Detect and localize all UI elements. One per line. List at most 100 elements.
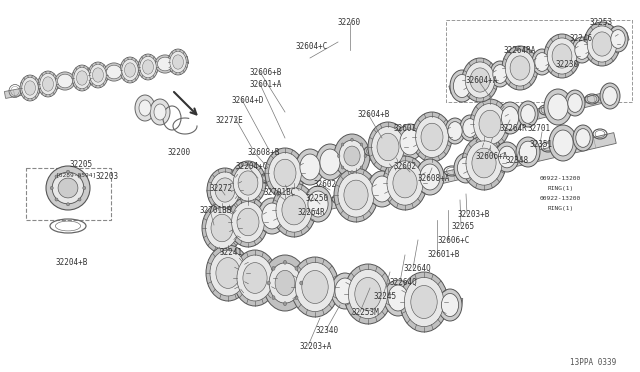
Ellipse shape: [510, 56, 530, 80]
Ellipse shape: [368, 122, 408, 172]
Ellipse shape: [238, 171, 258, 195]
Ellipse shape: [553, 130, 573, 156]
Text: 32272E: 32272E: [215, 116, 243, 125]
Ellipse shape: [243, 263, 267, 294]
Polygon shape: [217, 264, 463, 310]
Ellipse shape: [67, 170, 70, 173]
Text: 32245: 32245: [373, 292, 396, 301]
Ellipse shape: [548, 94, 568, 120]
Ellipse shape: [274, 159, 296, 187]
Ellipse shape: [93, 68, 104, 82]
Ellipse shape: [295, 262, 335, 312]
Ellipse shape: [584, 22, 620, 66]
Text: 32264Q: 32264Q: [403, 264, 431, 273]
Ellipse shape: [55, 175, 58, 178]
Ellipse shape: [520, 141, 536, 163]
Ellipse shape: [490, 61, 510, 87]
Ellipse shape: [338, 173, 374, 217]
Ellipse shape: [400, 129, 420, 155]
Ellipse shape: [611, 30, 625, 48]
Ellipse shape: [404, 278, 444, 327]
Ellipse shape: [74, 67, 90, 89]
Ellipse shape: [334, 168, 378, 222]
Ellipse shape: [78, 175, 81, 178]
Ellipse shape: [210, 250, 246, 296]
Ellipse shape: [233, 165, 263, 201]
Ellipse shape: [450, 70, 474, 102]
Ellipse shape: [576, 129, 590, 147]
Ellipse shape: [341, 143, 344, 146]
Ellipse shape: [291, 257, 339, 317]
Ellipse shape: [135, 95, 155, 121]
Text: 32265: 32265: [451, 222, 474, 231]
Ellipse shape: [72, 65, 92, 91]
Text: RING(1): RING(1): [548, 186, 574, 191]
Ellipse shape: [493, 65, 508, 83]
Ellipse shape: [22, 77, 38, 99]
Ellipse shape: [120, 57, 140, 83]
Text: 32253: 32253: [590, 18, 613, 27]
Text: 32204+B: 32204+B: [56, 258, 88, 267]
Text: 32230: 32230: [556, 60, 579, 69]
Ellipse shape: [139, 100, 151, 116]
Ellipse shape: [420, 164, 440, 190]
Ellipse shape: [67, 203, 70, 206]
Text: 32253M: 32253M: [351, 308, 379, 317]
Ellipse shape: [592, 32, 612, 56]
Ellipse shape: [216, 257, 240, 288]
Text: 32606+C: 32606+C: [438, 236, 470, 245]
Text: 13PPA 0339: 13PPA 0339: [570, 358, 616, 367]
Ellipse shape: [170, 51, 186, 73]
Ellipse shape: [565, 90, 585, 116]
Ellipse shape: [344, 180, 368, 210]
Ellipse shape: [20, 75, 40, 101]
Text: 32340: 32340: [316, 326, 339, 335]
Ellipse shape: [575, 41, 589, 60]
Text: 32351: 32351: [529, 140, 552, 149]
Ellipse shape: [58, 74, 72, 88]
Ellipse shape: [143, 60, 154, 74]
Text: 32604+D: 32604+D: [232, 96, 264, 105]
Text: 32203+A: 32203+A: [299, 342, 332, 351]
Ellipse shape: [415, 116, 449, 157]
Ellipse shape: [573, 125, 593, 151]
Text: 32608+A: 32608+A: [418, 174, 451, 183]
Text: 00922-13200: 00922-13200: [540, 176, 581, 181]
Text: 32264R: 32264R: [297, 208, 324, 217]
Ellipse shape: [501, 106, 518, 129]
Ellipse shape: [42, 77, 54, 91]
Text: 32601+A: 32601+A: [250, 80, 282, 89]
Ellipse shape: [544, 89, 572, 125]
Ellipse shape: [532, 49, 552, 75]
Ellipse shape: [368, 171, 396, 207]
Ellipse shape: [535, 53, 549, 71]
Ellipse shape: [150, 99, 170, 125]
Ellipse shape: [284, 302, 287, 306]
Ellipse shape: [502, 46, 538, 90]
Ellipse shape: [237, 255, 273, 301]
Ellipse shape: [50, 186, 53, 190]
Ellipse shape: [384, 280, 412, 316]
Text: 32246: 32246: [570, 34, 593, 43]
Ellipse shape: [549, 125, 577, 161]
Text: 32604+A: 32604+A: [465, 76, 497, 85]
Ellipse shape: [608, 26, 628, 52]
Ellipse shape: [230, 161, 266, 205]
Ellipse shape: [454, 153, 478, 183]
Ellipse shape: [372, 126, 404, 167]
Ellipse shape: [458, 157, 475, 179]
Ellipse shape: [470, 68, 490, 92]
Ellipse shape: [416, 159, 444, 195]
Ellipse shape: [465, 62, 495, 98]
Ellipse shape: [106, 65, 122, 79]
Text: 32604+B: 32604+B: [358, 110, 390, 119]
Ellipse shape: [46, 166, 90, 210]
Ellipse shape: [348, 269, 388, 318]
Ellipse shape: [334, 134, 370, 178]
Ellipse shape: [572, 37, 592, 63]
Ellipse shape: [421, 123, 443, 151]
Text: 32264RA: 32264RA: [503, 46, 536, 55]
Ellipse shape: [588, 26, 617, 62]
Ellipse shape: [600, 83, 620, 109]
Text: 32601: 32601: [394, 124, 417, 133]
